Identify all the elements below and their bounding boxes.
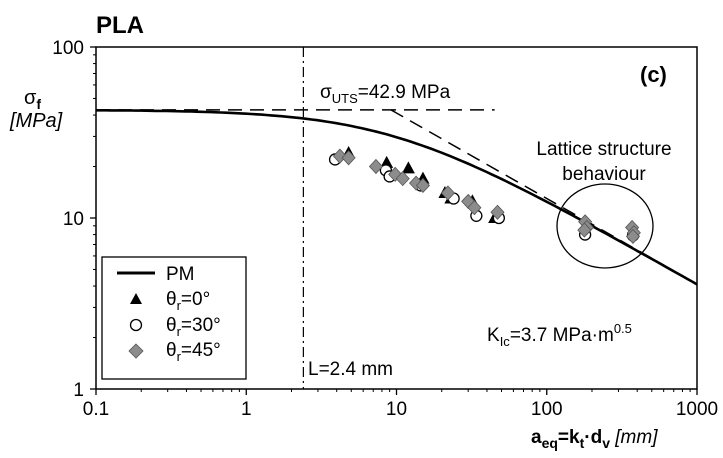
legend: PM θr=0° θr=30° θr=45° (101, 256, 247, 380)
panel-label: (c) (640, 62, 667, 87)
legend-theta0-label: θr=0° (166, 289, 210, 313)
y-axis-unit: [MPa] (9, 110, 63, 132)
legend-theta30-label: θr=30° (166, 315, 221, 339)
diamond-point (577, 222, 592, 238)
lattice-label-line1: Lattice structure (536, 139, 671, 160)
y-tick-label: 10 (63, 209, 84, 230)
sigma-uts-label: σUTS=42.9 MPa (320, 82, 451, 106)
diamond-point (332, 148, 347, 164)
x-tick-label: 10 (386, 399, 407, 420)
lattice-label-line2: behaviour (562, 164, 646, 185)
triangle-point (401, 161, 415, 174)
x-tick-label: 1 (241, 399, 252, 420)
critical-distance-label: L=2.4 mm (308, 359, 393, 380)
y-tick-label: 100 (52, 38, 84, 59)
y-tick-label: 1 (73, 380, 84, 401)
legend-pm-label: PM (166, 264, 195, 285)
diamond-point (395, 171, 410, 187)
diamond-point (467, 200, 482, 216)
plot-frame (95, 46, 698, 390)
diamond-point (368, 158, 384, 175)
x-axis-label: aeq=kt·dv [mm] (531, 427, 658, 451)
diamond-point (341, 150, 356, 166)
legend-circle-marker (129, 318, 143, 332)
lattice-ellipse (556, 183, 654, 269)
x-tick-label: 0.1 (83, 399, 109, 420)
diamond-point (625, 228, 641, 245)
diamond-point (415, 177, 431, 194)
legend-triangle-marker (130, 293, 142, 304)
y-axis-label: σf (24, 87, 41, 112)
kic-label: KIc=3.7 MPa·m0.5 (487, 321, 632, 349)
legend-diamond-marker (128, 343, 144, 359)
diamond-point (440, 185, 455, 201)
legend-box (101, 256, 247, 380)
chart-title: PLA (96, 12, 144, 39)
x-tick-label: 1000 (676, 399, 718, 420)
diamond-point (490, 204, 505, 220)
x-tick-label: 100 (531, 399, 563, 420)
legend-theta45-label: θr=45° (166, 340, 221, 364)
pm-curve (96, 109, 698, 286)
